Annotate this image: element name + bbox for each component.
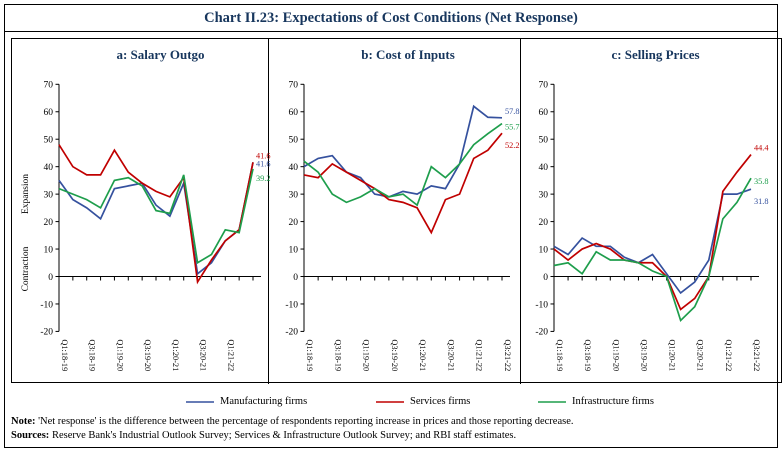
svg-text:55.7: 55.7 [505,123,520,132]
svg-text:Expansion: Expansion [21,174,31,214]
svg-text:30: 30 [44,190,54,200]
svg-text:Q1:21-22: Q1:21-22 [475,339,484,371]
svg-text:0: 0 [293,273,298,283]
svg-text:Q3:18-19: Q3:18-19 [583,339,592,371]
svg-text:60: 60 [289,108,299,118]
svg-text:Q1:21-22: Q1:21-22 [724,339,733,371]
svg-text:10: 10 [44,245,54,255]
svg-text:Q3:21-22: Q3:21-22 [752,339,761,371]
svg-text:44.4: 44.4 [754,144,769,153]
svg-text:Q3:20-21: Q3:20-21 [446,339,455,371]
svg-text:Q1:20-21: Q1:20-21 [418,339,427,371]
svg-text:30: 30 [539,190,549,200]
svg-text:Contraction: Contraction [21,246,31,291]
svg-text:0: 0 [543,273,548,283]
svg-text:Q1:18-19: Q1:18-19 [305,339,314,371]
svg-text:10: 10 [539,245,549,255]
svg-text:50: 50 [44,136,54,146]
svg-text:Q1:19-20: Q1:19-20 [611,339,620,371]
svg-text:20: 20 [539,218,549,228]
svg-text:-20: -20 [535,328,548,338]
svg-text:30: 30 [289,190,299,200]
svg-text:10: 10 [289,245,299,255]
svg-text:Q1:21-22: Q1:21-22 [226,339,235,371]
svg-text:60: 60 [539,108,549,118]
svg-text:Q3:21-22: Q3:21-22 [503,339,512,371]
svg-text:52.2: 52.2 [505,141,520,150]
svg-text:Q1:18-19: Q1:18-19 [555,339,564,371]
svg-text:60: 60 [44,108,54,118]
svg-text:20: 20 [289,218,299,228]
svg-text:40: 40 [289,163,299,173]
svg-text:70: 70 [539,81,549,91]
svg-text:39.2: 39.2 [256,174,271,183]
svg-text:Q1:20-21: Q1:20-21 [668,339,677,371]
svg-text:0: 0 [48,273,53,283]
svg-text:50: 50 [539,136,549,146]
svg-text:57.8: 57.8 [505,107,520,116]
svg-text:Q1:19-20: Q1:19-20 [362,339,371,371]
svg-text:40: 40 [44,163,54,173]
svg-text:Q1:19-20: Q1:19-20 [115,339,124,371]
svg-text:40: 40 [539,163,549,173]
svg-text:20: 20 [44,218,54,228]
svg-text:Q3:19-20: Q3:19-20 [390,339,399,371]
svg-text:-20: -20 [40,328,53,338]
svg-text:Q3:18-19: Q3:18-19 [333,339,342,371]
svg-text:41.6: 41.6 [256,159,271,168]
svg-text:Q3:19-20: Q3:19-20 [639,339,648,371]
svg-text:-10: -10 [40,300,53,310]
svg-text:Q1:18-19: Q1:18-19 [60,339,69,371]
svg-text:50: 50 [289,136,299,146]
svg-text:31.8: 31.8 [754,197,769,206]
svg-text:-20: -20 [285,328,298,338]
svg-text:-10: -10 [535,300,548,310]
svg-text:Q3:20-21: Q3:20-21 [199,339,208,371]
svg-text:Q3:18-19: Q3:18-19 [88,339,97,371]
svg-text:Q3:20-21: Q3:20-21 [696,339,705,371]
svg-text:-10: -10 [285,300,298,310]
svg-text:35.8: 35.8 [754,177,769,186]
svg-text:Q3:19-20: Q3:19-20 [143,339,152,371]
svg-text:70: 70 [289,81,299,91]
svg-text:Q1:20-21: Q1:20-21 [171,339,180,371]
svg-text:70: 70 [44,81,54,91]
